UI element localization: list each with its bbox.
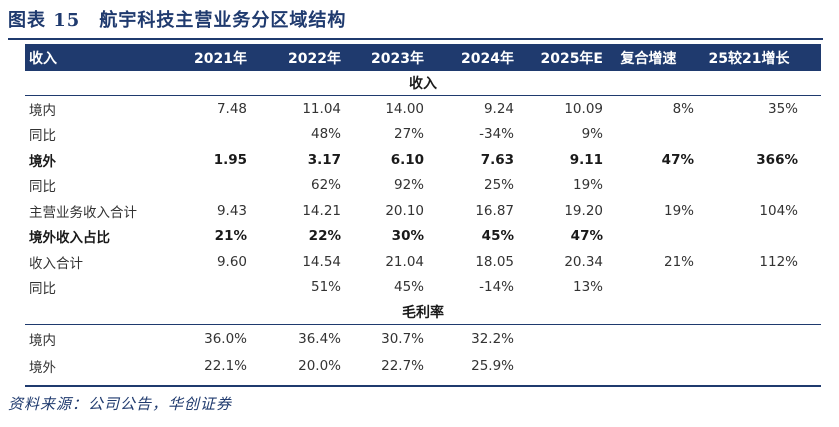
table-cell: 14.54 [302,253,341,270]
row-label: 境外 [29,153,56,170]
table-cell: 7.63 [480,151,514,168]
row-label: 境外 [29,359,56,376]
table-cell: 19.20 [564,202,603,219]
table-cell: 21% [214,228,247,245]
table-row: 境外 1.95 3.17 6.10 7.63 9.11 47% 366% [25,147,821,173]
table-cell: -34% [479,126,514,143]
gross-margin-rows: 境内 36.0% 36.4% 30.7% 32.2% 境外 22.1% 20.0% 22.7% 2… [25,325,821,379]
table-bottom-divider [25,385,821,387]
table-cell: 8% [672,100,694,117]
table-header-row: 收入 2021年 2022年 2023年 2024年 2025年E 复合增速 2… [25,44,821,71]
table-row: 同比 62% 92% 25% 19% [25,173,821,199]
header-cell: 复合增速 [620,50,677,67]
section-heading-revenue: 收入 [25,71,821,96]
table-cell: 9.60 [216,253,247,270]
header-cell: 25较21增长 [708,50,790,67]
header-cell: 2024年 [461,50,514,67]
table-row: 境内 7.48 11.04 14.00 9.24 10.09 8% 35% [25,96,821,122]
table-cell: 21% [663,253,694,270]
table-cell: 25.9% [471,357,514,374]
table-cell: 3.17 [307,151,341,168]
table-cell: 30.7% [381,330,424,347]
table-cell: 45% [481,228,514,245]
row-label: 境内 [29,102,56,119]
title-divider [8,38,823,40]
table-cell: 9% [581,126,603,143]
table-cell: 20.10 [385,202,424,219]
header-cell: 2022年 [288,50,341,67]
table-cell: 20.34 [564,253,603,270]
table-cell: 25% [483,177,514,194]
table-cell: 92% [393,177,424,194]
table-cell: 19% [663,202,694,219]
figure-title: 图表 15 航宇科技主营业务分区域结构 [8,10,347,31]
table-cell: 7.48 [216,100,247,117]
table-cell: 47% [570,228,603,245]
table-cell: 9.11 [569,151,603,168]
table-cell: 20.0% [298,357,341,374]
table-cell: 45% [393,279,424,296]
header-cell: 收入 [29,50,57,67]
table-row: 收入合计 9.60 14.54 21.04 18.05 20.34 21% 112% [25,249,821,275]
table-cell: 27% [393,126,424,143]
table-cell: 30% [391,228,424,245]
table-cell: 1.95 [213,151,247,168]
table-cell: 51% [310,279,341,296]
table-cell: 36.0% [204,330,247,347]
table-cell: 9.43 [216,202,247,219]
table-cell: 10.09 [564,100,603,117]
table-cell: 6.10 [390,151,424,168]
table-cell: 13% [572,279,603,296]
header-cell: 2021年 [194,50,247,67]
table-cell: 16.87 [475,202,514,219]
table-cell: 19% [572,177,603,194]
table-row: 主营业务收入合计 9.43 14.21 20.10 16.87 19.20 19% 104% [25,198,821,224]
table-cell: 36.4% [298,330,341,347]
table-row: 同比 48% 27% -34% 9% [25,122,821,148]
table-cell: 14.21 [302,202,341,219]
header-cell: 2025年E [540,50,603,67]
table-cell: 47% [661,151,694,168]
table-row: 同比 51% 45% -14% 13% [25,275,821,301]
header-cell: 2023年 [371,50,424,67]
table-cell: 366% [756,151,798,168]
table-cell: 21.04 [385,253,424,270]
table-cell: 62% [310,177,341,194]
row-label: 境内 [29,332,56,349]
row-label: 同比 [29,281,56,298]
table-cell: -14% [479,279,514,296]
revenue-structure-table: 收入 2021年 2022年 2023年 2024年 2025年E 复合增速 2… [25,44,821,379]
table-cell: 112% [759,253,798,270]
table-cell: 22.1% [204,357,247,374]
table-row: 境内 36.0% 36.4% 30.7% 32.2% [25,325,821,352]
table-cell: 104% [759,202,798,219]
section-heading-gross-margin: 毛利率 [25,300,821,325]
row-label: 境外收入占比 [29,230,110,247]
revenue-rows: 境内 7.48 11.04 14.00 9.24 10.09 8% 35% 同比 48% 27% -3… [25,96,821,300]
table-cell: 11.04 [302,100,341,117]
row-label: 同比 [29,179,56,196]
row-label: 同比 [29,128,56,145]
row-label: 主营业务收入合计 [29,204,137,221]
table-row: 境外收入占比 21% 22% 30% 45% 47% [25,224,821,250]
table-cell: 9.24 [483,100,514,117]
row-label: 收入合计 [29,255,83,272]
table-cell: 22.7% [381,357,424,374]
table-cell: 32.2% [471,330,514,347]
table-cell: 18.05 [475,253,514,270]
table-row: 境外 22.1% 20.0% 22.7% 25.9% [25,352,821,379]
table-cell: 22% [308,228,341,245]
table-cell: 14.00 [385,100,424,117]
table-cell: 48% [310,126,341,143]
source-note: 资料来源：公司公告，华创证券 [8,395,233,413]
table-cell: 35% [767,100,798,117]
